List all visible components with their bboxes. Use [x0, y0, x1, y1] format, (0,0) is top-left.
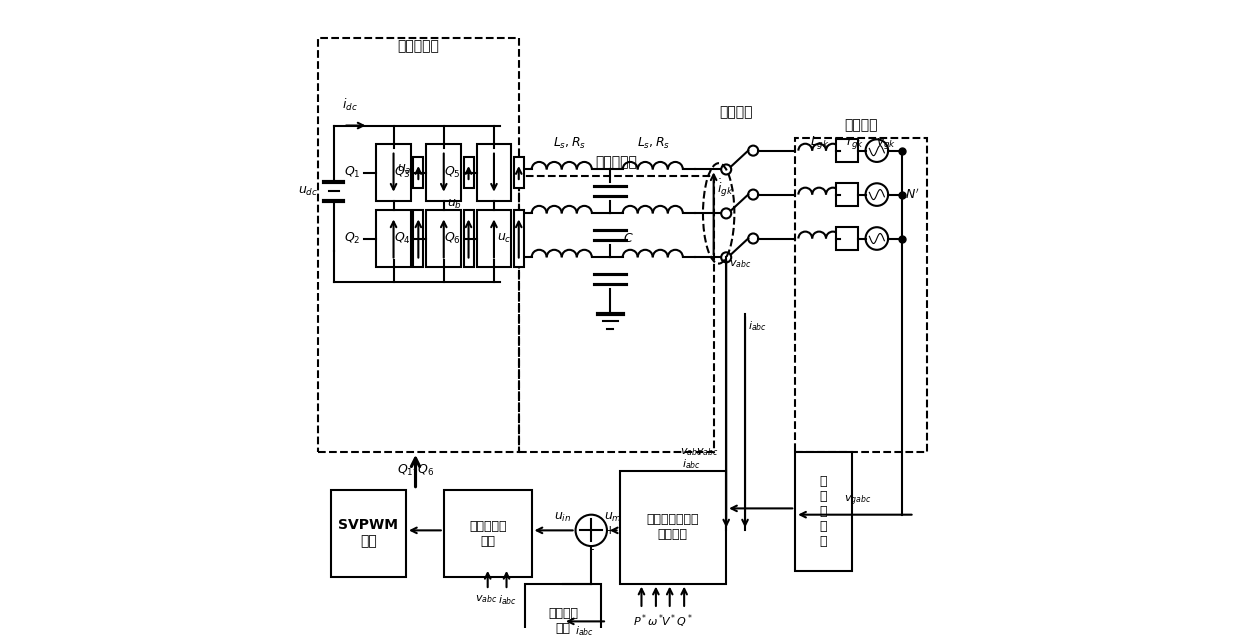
Text: $u_{dc}$: $u_{dc}$: [299, 185, 318, 198]
Bar: [836, 183, 859, 206]
Text: $v_{abc}$: $v_{abc}$: [730, 258, 752, 270]
Text: $V^*$: $V^*$: [662, 612, 676, 629]
Bar: [414, 157, 424, 189]
Text: $N'$: $N'$: [904, 187, 919, 202]
Bar: [795, 452, 851, 571]
Text: $i_{abc}$: $i_{abc}$: [748, 320, 767, 334]
Text: -: -: [589, 543, 593, 556]
Text: 滤波器模块: 滤波器模块: [596, 155, 637, 169]
Text: $C$: $C$: [623, 232, 633, 245]
Text: $v_{abc}$: $v_{abc}$: [680, 447, 703, 458]
Bar: [426, 144, 461, 201]
Circle shape: [576, 514, 607, 546]
Text: $L_{gk}$: $L_{gk}$: [810, 134, 830, 151]
Bar: [525, 583, 601, 639]
Text: $Q_4$: $Q_4$: [394, 231, 411, 246]
Bar: [519, 176, 714, 452]
Bar: [463, 210, 473, 266]
Text: $Q_3$: $Q_3$: [394, 165, 411, 180]
Bar: [377, 210, 411, 266]
Text: $u_m$: $u_m$: [605, 511, 622, 524]
Text: 准
同
期
算
法: 准 同 期 算 法: [820, 475, 828, 548]
Text: $i_{abc}$: $i_{abc}$: [683, 457, 701, 471]
Text: 虚拟阻抗
模块: 虚拟阻抗 模块: [548, 608, 579, 635]
Text: $L_s, R_s$: $L_s, R_s$: [553, 135, 586, 151]
Text: $r_{gk}$: $r_{gk}$: [846, 135, 864, 151]
Text: $Q_6$: $Q_6$: [444, 231, 461, 246]
Bar: [836, 139, 859, 162]
Text: $v_{abc}$: $v_{abc}$: [696, 447, 719, 458]
Text: $u_{in}$: $u_{in}$: [554, 511, 571, 524]
Text: $Q_2$: $Q_2$: [344, 231, 361, 246]
Bar: [377, 144, 411, 201]
Text: $P^*$: $P^*$: [633, 612, 648, 629]
Text: $\omega^*$: $\omega^*$: [647, 612, 664, 629]
Bar: [477, 210, 512, 266]
Text: $v_{gabc}$: $v_{gabc}$: [844, 494, 872, 509]
Bar: [318, 38, 519, 452]
Text: $i_{abc}$: $i_{abc}$: [498, 593, 517, 607]
Bar: [514, 210, 524, 266]
Bar: [463, 157, 473, 189]
Bar: [414, 210, 424, 266]
Text: $v_{gk}$: $v_{gk}$: [876, 135, 896, 151]
Text: $Q_1$-$Q_6$: $Q_1$-$Q_6$: [396, 463, 434, 479]
Bar: [426, 210, 461, 266]
Text: +: +: [605, 524, 616, 537]
Text: 并网开关: 并网开关: [719, 105, 752, 119]
Bar: [620, 471, 726, 583]
Text: $u_b$: $u_b$: [447, 197, 462, 210]
Bar: [836, 227, 859, 250]
Text: 逆变器模块: 逆变器模块: [398, 40, 440, 53]
Text: 虚拟同步发电机
控制模块: 虚拟同步发电机 控制模块: [647, 513, 699, 541]
Text: $Q^*$: $Q^*$: [675, 612, 693, 629]
Text: $i_{abc}$: $i_{abc}$: [575, 624, 595, 638]
Bar: [514, 157, 524, 189]
Text: $L_s, R_s$: $L_s, R_s$: [637, 135, 670, 151]
Bar: [477, 144, 512, 201]
Text: $i_{dc}$: $i_{dc}$: [342, 97, 358, 113]
Text: $v_{abc}$: $v_{abc}$: [475, 593, 497, 605]
Text: $Q_5$: $Q_5$: [445, 165, 461, 180]
Text: $u_c$: $u_c$: [497, 232, 512, 245]
Text: 电网模块: 电网模块: [845, 118, 878, 132]
Text: 附加电流环
模块: 附加电流环 模块: [468, 520, 507, 548]
Bar: [444, 489, 532, 578]
Text: $Q_1$: $Q_1$: [344, 165, 361, 180]
Text: $\dot{i}_{gk}$: $\dot{i}_{gk}$: [717, 178, 733, 199]
Bar: [795, 138, 927, 452]
Text: SVPWM
调制: SVPWM 调制: [338, 518, 399, 549]
Bar: [331, 489, 406, 578]
Text: $u_a$: $u_a$: [396, 163, 411, 176]
